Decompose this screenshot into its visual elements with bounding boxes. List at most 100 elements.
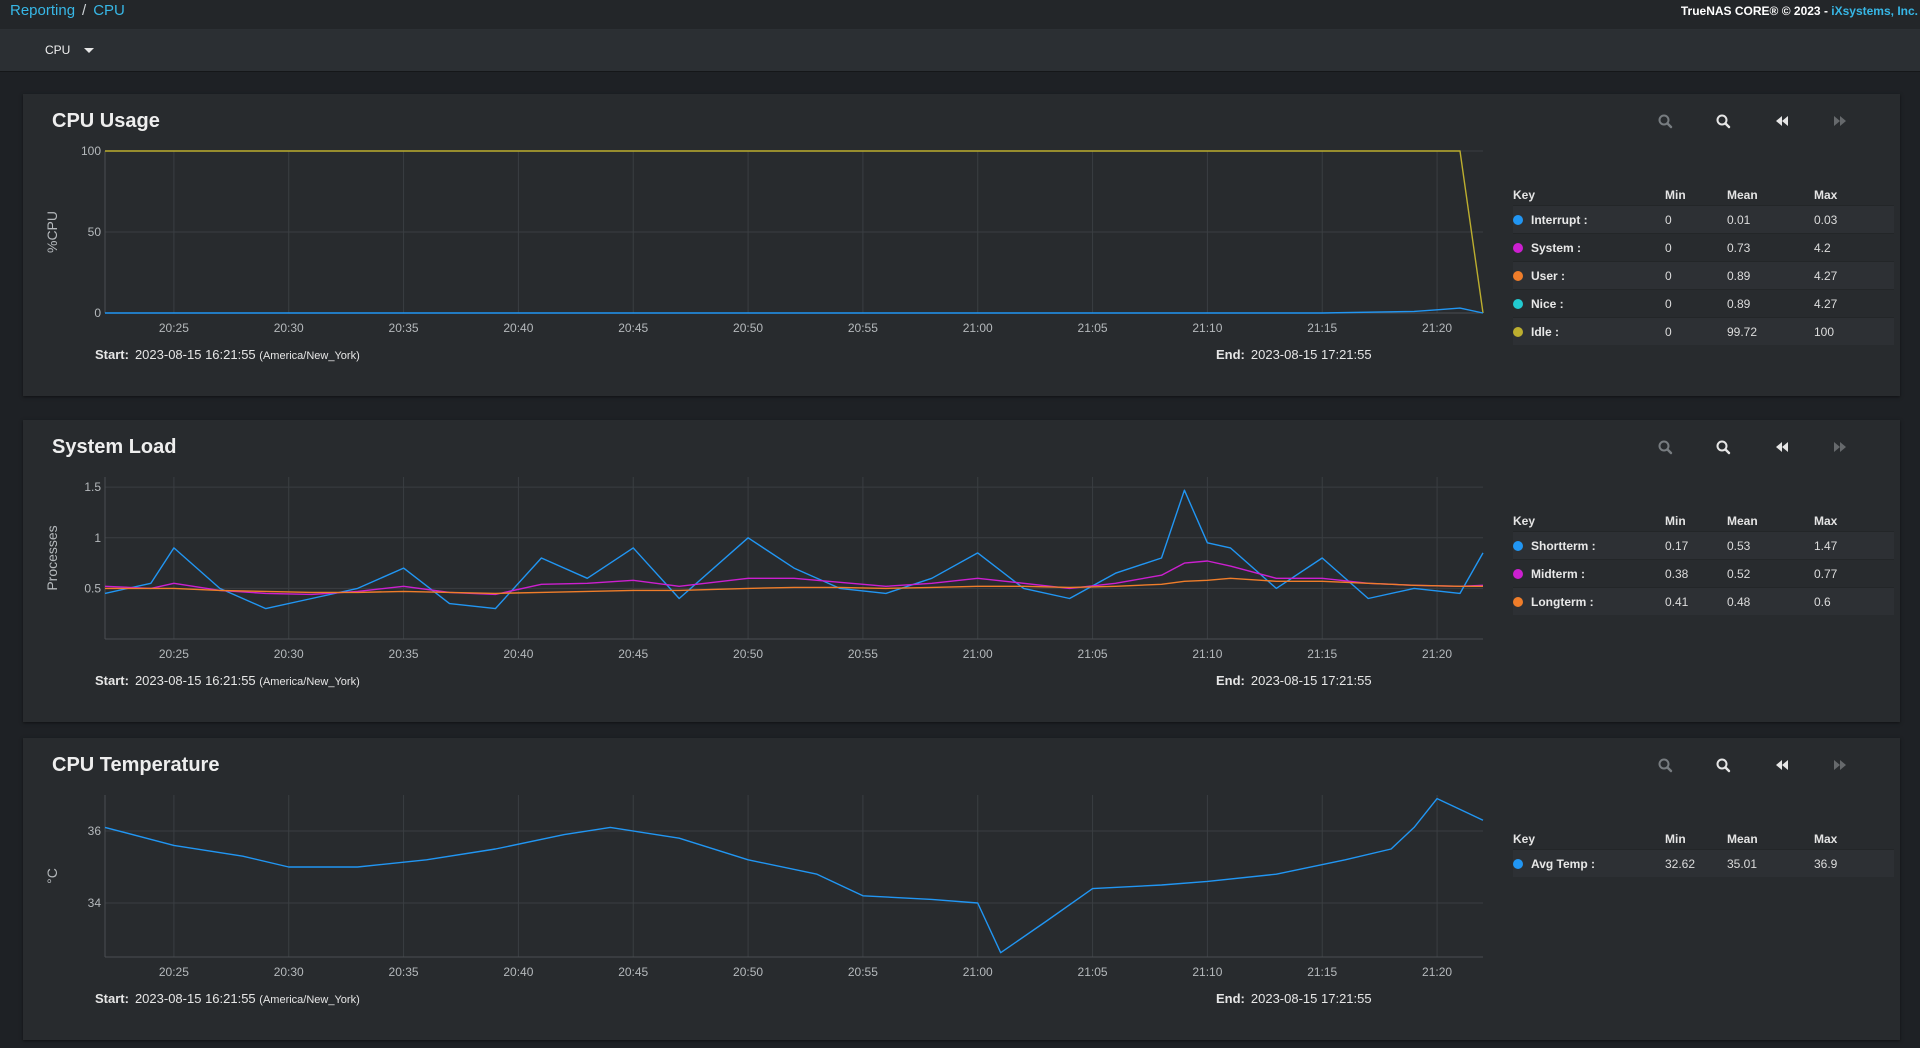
series-color-dot [1513, 298, 1523, 309]
x-tick-label: 20:25 [159, 965, 189, 979]
zoom-out-button[interactable] [1712, 436, 1736, 458]
y-tick-label: 0 [94, 306, 101, 320]
legend-key-cell: Nice : [1513, 289, 1665, 318]
x-tick-label: 20:55 [848, 965, 878, 979]
x-tick-label: 20:25 [159, 647, 189, 661]
start-label: Start: [95, 347, 129, 362]
series-name: Shortterm : [1531, 538, 1596, 553]
series-color-dot [1513, 326, 1523, 337]
legend-key-cell: Longterm : [1513, 587, 1665, 615]
cpu-temperature-chart[interactable]: 20:25 20:30 20:35 20:40 20:45 20:50 20:55 21:00… [23, 738, 1503, 988]
legend-header: Max [1814, 188, 1838, 202]
start-label: Start: [95, 673, 129, 688]
step-forward-button[interactable] [1828, 436, 1852, 458]
legend-row: Shortterm : 0.17 0.53 1.47 [1513, 531, 1894, 560]
legend-mean-value: 0.89 [1727, 261, 1814, 290]
x-tick-label: 21:00 [963, 965, 993, 979]
x-tick-label: 21:15 [1307, 321, 1337, 335]
legend-max-value: 0.03 [1814, 205, 1894, 234]
system-load-chart[interactable]: 20:25 20:30 20:35 20:40 20:45 20:50 20:55 21:00… [23, 420, 1503, 670]
legend-header: Mean [1727, 514, 1758, 528]
x-tick-label: 20:50 [733, 321, 763, 335]
breadcrumb-reporting-link[interactable]: Reporting [10, 2, 76, 19]
legend-header: Mean [1727, 188, 1758, 202]
x-tick-label: 20:30 [274, 321, 304, 335]
zoom-in-button[interactable] [1654, 110, 1678, 132]
zoom-out-button[interactable] [1712, 754, 1736, 776]
series-color-dot [1513, 540, 1523, 551]
x-tick-label: 20:25 [159, 321, 189, 335]
series-color-dot [1513, 596, 1523, 607]
step-back-button[interactable] [1770, 110, 1794, 132]
legend-key-cell: System : [1513, 233, 1665, 262]
legend-min-value: 32.62 [1665, 849, 1727, 877]
x-tick-label: 21:05 [1078, 965, 1108, 979]
card-title: System Load [52, 436, 177, 458]
cpu-usage-card: CPU Usage 20:25 20:30 20:35 20:40 20:45 20:50… [23, 94, 1900, 396]
x-tick-label: 21:20 [1422, 647, 1452, 661]
x-tick-label: 20:40 [503, 321, 533, 335]
x-tick-label: 21:05 [1078, 321, 1108, 335]
step-back-button[interactable] [1770, 436, 1794, 458]
series-name: Nice : [1531, 296, 1564, 311]
x-tick-label: 20:55 [848, 321, 878, 335]
legend-mean-value: 0.48 [1727, 587, 1814, 615]
series-name: System : [1531, 240, 1582, 255]
legend-mean-value: 0.53 [1727, 531, 1814, 560]
series-name: Midterm : [1531, 566, 1585, 581]
timezone: (America/New_York) [259, 350, 360, 362]
legend-max-value: 36.9 [1814, 849, 1894, 877]
step-forward-button[interactable] [1828, 754, 1852, 776]
x-tick-label: 20:55 [848, 647, 878, 661]
start-range: Start: 2023-08-15 16:21:55 (America/New_Y… [95, 673, 360, 688]
zoom-in-button[interactable] [1654, 436, 1678, 458]
end-time: 2023-08-15 17:21:55 [1250, 673, 1372, 688]
start-time: 2023-08-15 16:21:55 [134, 991, 256, 1006]
company-link[interactable]: iXsystems, Inc. [1831, 4, 1918, 18]
legend-max-value: 1.47 [1814, 531, 1894, 560]
legend-header: Max [1814, 832, 1838, 846]
legend-min-value: 0 [1665, 205, 1727, 234]
series-line-midterm [104, 560, 1484, 596]
breadcrumb-separator: / [82, 2, 87, 19]
timezone: (America/New_York) [259, 676, 360, 688]
series-color-dot [1513, 568, 1523, 579]
legend-mean-value: 0.52 [1727, 559, 1814, 588]
step-forward-button[interactable] [1828, 110, 1852, 132]
legend-min-value: 0 [1665, 261, 1727, 290]
top-bar: Reporting / CPU TrueNAS CORE® © 2023 - iXs… [0, 0, 1920, 30]
legend-mean-value: 0.73 [1727, 233, 1814, 262]
legend-mean-value: 99.72 [1727, 317, 1814, 345]
legend-header: Min [1665, 832, 1686, 846]
legend-max-value: 100 [1814, 317, 1894, 345]
y-tick-label: 100 [81, 144, 101, 158]
series-color-dot [1513, 214, 1523, 225]
timezone: (America/New_York) [259, 994, 360, 1006]
step-back-button[interactable] [1770, 754, 1794, 776]
y-tick-label: 1.5 [84, 480, 101, 494]
legend-mean-value: 0.89 [1727, 289, 1814, 318]
x-tick-label: 20:45 [618, 647, 648, 661]
end-time: 2023-08-15 17:21:55 [1250, 991, 1372, 1006]
end-range: End: 2023-08-15 17:21:55 [1216, 347, 1372, 362]
breadcrumb-cpu-link[interactable]: CPU [93, 2, 125, 19]
cpu-usage-chart[interactable]: 20:25 20:30 20:35 20:40 20:45 20:50 20:55 21:00… [23, 94, 1503, 344]
y-axis-label: °C [44, 868, 60, 884]
series-line-idle [105, 150, 1484, 314]
legend-min-value: 0 [1665, 289, 1727, 318]
start-time: 2023-08-15 16:21:55 [134, 347, 256, 362]
start-time: 2023-08-15 16:21:55 [134, 673, 256, 688]
zoom-out-button[interactable] [1712, 110, 1736, 132]
chevron-down-icon [84, 48, 95, 54]
legend-row: Avg Temp : 32.62 35.01 36.9 [1513, 849, 1894, 877]
series-name: Interrupt : [1531, 212, 1588, 227]
x-tick-label: 20:40 [503, 647, 533, 661]
x-tick-label: 20:35 [389, 965, 419, 979]
legend-min-value: 0 [1665, 317, 1727, 345]
series-line-interrupt [105, 307, 1484, 314]
series-color-dot [1513, 270, 1523, 281]
legend-table: Key Min Mean Max Shortterm :0.17 0.53 1.47 Midt… [1513, 511, 1894, 615]
legend-max-value: 0.6 [1814, 587, 1894, 615]
report-type-select[interactable]: CPU [45, 43, 95, 57]
zoom-in-button[interactable] [1654, 754, 1678, 776]
